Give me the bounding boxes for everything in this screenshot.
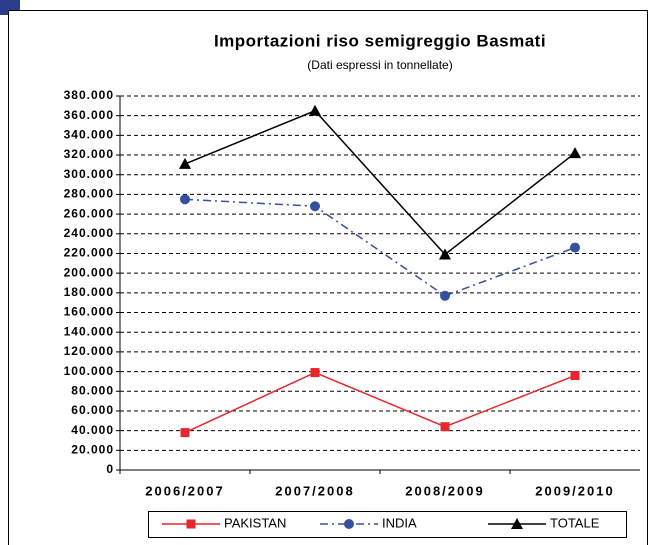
marker xyxy=(439,248,451,260)
chart-subtitle: (Dati espressi in tonnellate) xyxy=(307,58,452,72)
y-tick-label: 200.000 xyxy=(64,265,114,279)
y-tick-label: 280.000 xyxy=(64,187,114,201)
legend-marker xyxy=(186,519,196,529)
marker xyxy=(179,157,191,169)
x-tick-label: 2006/2007 xyxy=(145,483,224,498)
y-tick-label: 20.000 xyxy=(71,442,114,456)
x-tick-label: 2007/2008 xyxy=(275,483,354,498)
legend-label: TOTALE xyxy=(550,515,600,530)
x-tick-label: 2008/2009 xyxy=(405,483,484,498)
marker xyxy=(310,368,320,378)
legend-label: PAKISTAN xyxy=(224,515,286,530)
marker xyxy=(570,371,580,381)
marker xyxy=(569,147,581,159)
legend-marker xyxy=(344,519,354,529)
chart-title: Importazioni riso semigreggio Basmati xyxy=(214,31,546,50)
y-tick-label: 180.000 xyxy=(64,285,114,299)
y-tick-label: 140.000 xyxy=(64,324,114,338)
marker xyxy=(570,242,580,253)
y-tick-label: 60.000 xyxy=(71,403,114,417)
y-tick-label: 80.000 xyxy=(71,383,114,397)
y-tick-label: 380.000 xyxy=(64,88,114,102)
y-tick-label: 340.000 xyxy=(64,128,114,142)
y-tick-label: 360.000 xyxy=(64,108,114,122)
y-tick-label: 160.000 xyxy=(64,305,114,319)
marker xyxy=(180,194,190,205)
y-tick-label: 300.000 xyxy=(64,167,114,181)
y-tick-label: 220.000 xyxy=(64,246,114,260)
marker xyxy=(309,104,321,116)
y-tick-label: 120.000 xyxy=(64,344,114,358)
y-tick-label: 320.000 xyxy=(64,147,114,161)
series-line xyxy=(184,371,576,434)
legend-box xyxy=(148,511,627,538)
legend-marker xyxy=(511,518,523,529)
x-tick-label: 2009/2010 xyxy=(535,483,614,498)
y-tick-label: 40.000 xyxy=(71,423,114,437)
y-tick-label: 260.000 xyxy=(64,206,114,220)
marker xyxy=(440,290,450,301)
marker xyxy=(310,201,320,212)
marker xyxy=(180,428,190,438)
y-tick-label: 240.000 xyxy=(64,226,114,240)
chart-frame xyxy=(8,10,648,545)
marker xyxy=(440,422,450,432)
series-line xyxy=(184,109,576,256)
legend-label: INDIA xyxy=(382,515,417,530)
y-tick-label: 100.000 xyxy=(64,364,114,378)
y-tick-label: 0 xyxy=(106,462,114,476)
